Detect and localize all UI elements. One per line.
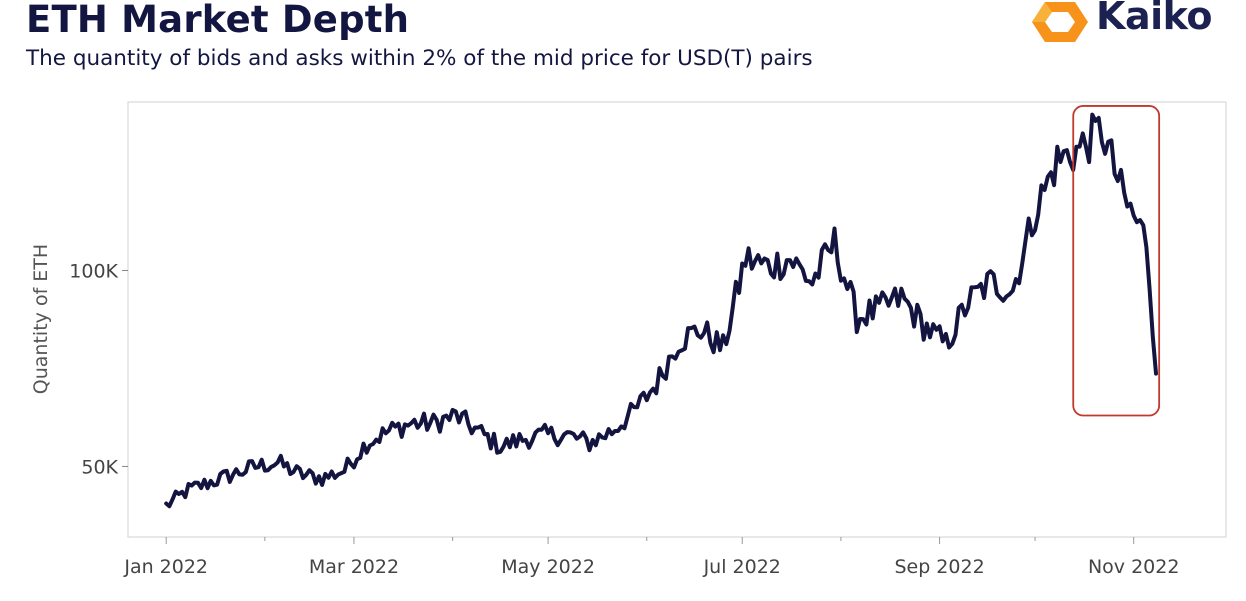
plot-frame — [127, 101, 1227, 538]
x-tick-label: Nov 2022 — [1088, 556, 1179, 578]
y-axis-title: Quantity of ETH — [30, 244, 52, 394]
x-tick-label: Jan 2022 — [123, 556, 208, 578]
chart-title: ETH Market Depth — [26, 0, 410, 41]
chart-subtitle: The quantity of bids and asks within 2% … — [26, 46, 813, 71]
x-tick-label: Jul 2022 — [703, 556, 781, 578]
y-tick-label: 50K — [81, 456, 118, 478]
x-tick-label: Mar 2022 — [309, 556, 399, 578]
series-line — [164, 112, 1158, 509]
y-axis: 50K 100K — [69, 261, 128, 478]
kaiko-logo: Kaiko — [1030, 0, 1240, 44]
x-axis: Jan 2022 Mar 2022 May 2022 Jul 2022 Sep 2022… — [123, 537, 1179, 578]
kaiko-hexagon-icon — [1032, 2, 1088, 42]
logo-text: Kaiko — [1096, 0, 1212, 38]
x-tick-label: May 2022 — [501, 556, 595, 578]
y-tick-label: 100K — [69, 261, 118, 283]
highlight-box — [1072, 105, 1161, 417]
x-tick-label: Sep 2022 — [894, 556, 984, 578]
